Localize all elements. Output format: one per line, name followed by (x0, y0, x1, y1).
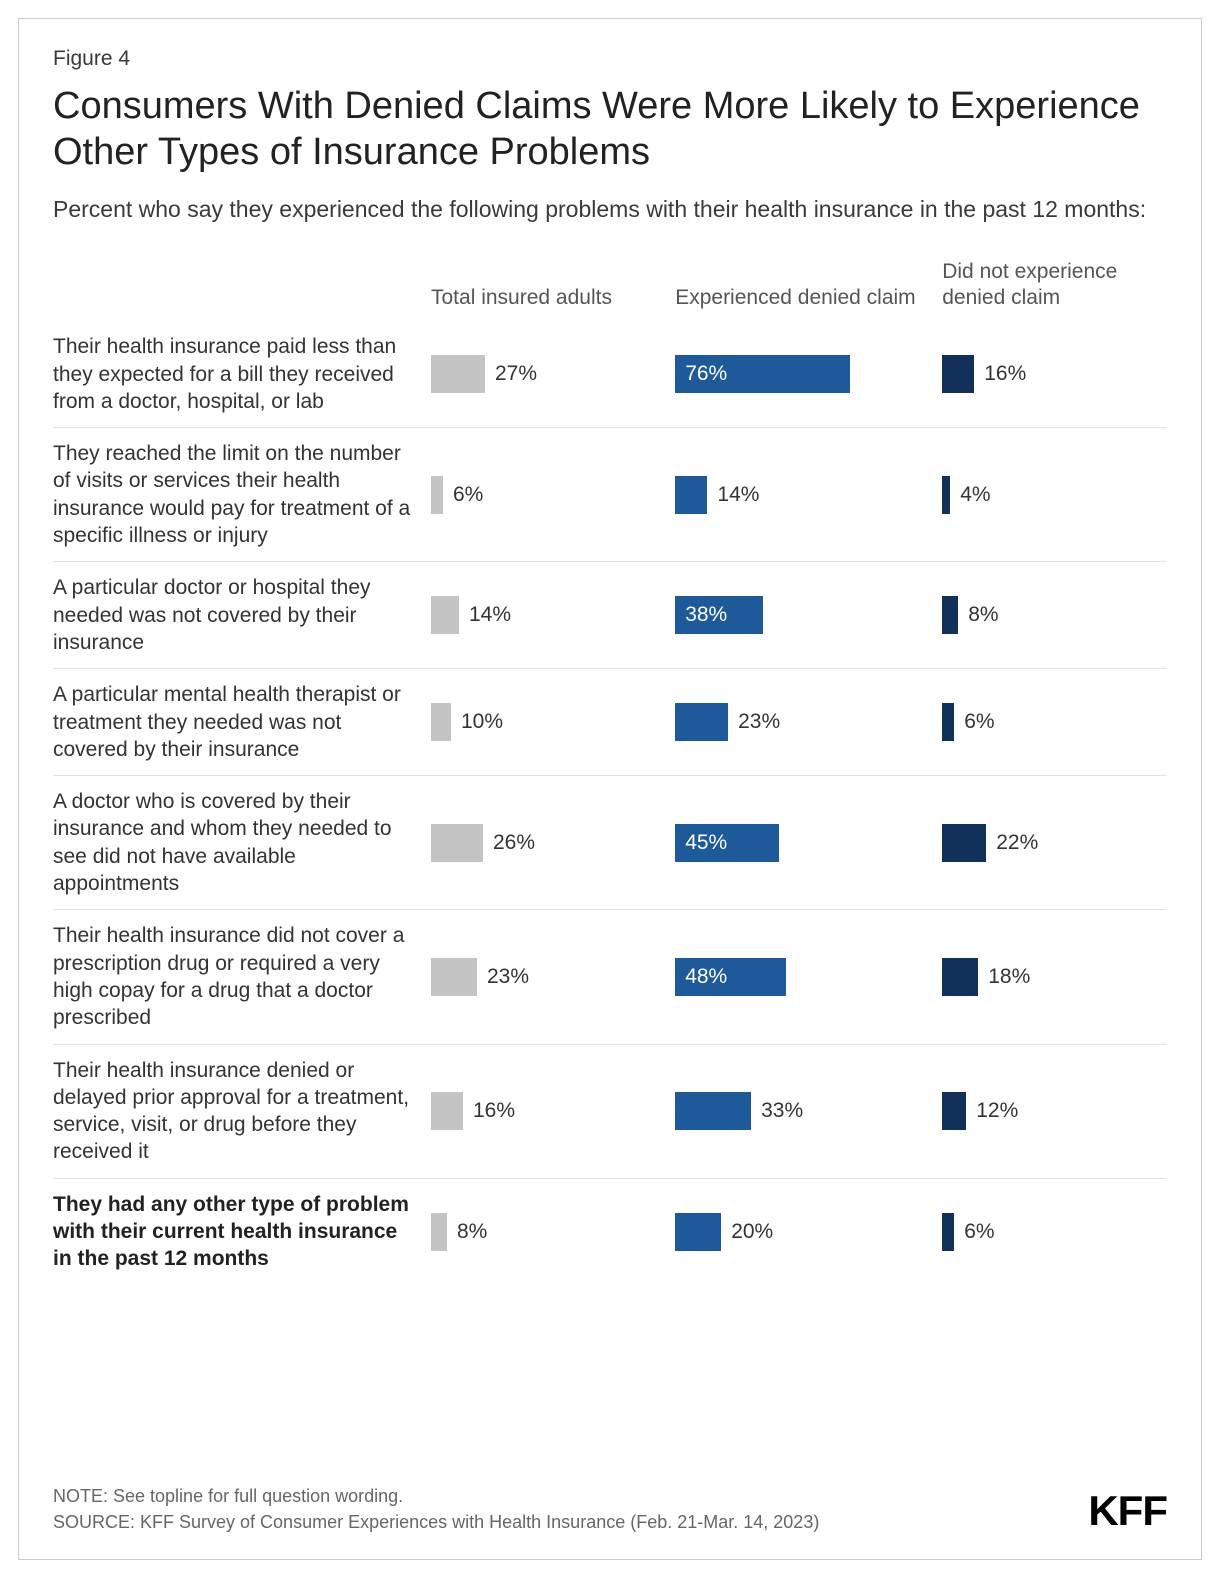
bar-value-label: 6% (453, 483, 483, 507)
bar (942, 824, 986, 862)
chart-row: They reached the limit on the number of … (53, 427, 1167, 561)
bar-cell: 8% (934, 596, 1167, 634)
bar-cell: 45% (667, 824, 934, 862)
row-label: A particular doctor or hospital they nee… (53, 574, 423, 656)
chart-row: Their health insurance did not cover a p… (53, 909, 1167, 1043)
kff-logo: KFF (1088, 1487, 1167, 1535)
row-label: A doctor who is covered by their insuran… (53, 788, 423, 897)
bar (675, 703, 728, 741)
chart-area: Total insured adults Experienced denied … (53, 259, 1167, 1465)
bar (942, 703, 954, 741)
bar (942, 355, 974, 393)
bar-value-label: 8% (457, 1220, 487, 1244)
bar (431, 596, 459, 634)
bar-cell: 23% (423, 958, 667, 996)
bar (431, 1092, 463, 1130)
bar-cell: 6% (934, 703, 1167, 741)
bar-cell: 22% (934, 824, 1167, 862)
bar (675, 1213, 721, 1251)
bar-value-label: 23% (738, 710, 780, 734)
bar-value-label: 4% (960, 483, 990, 507)
bar-cell: 12% (934, 1092, 1167, 1130)
bar-value-label: 48% (675, 965, 727, 989)
bar-cell: 6% (423, 476, 667, 514)
bar-value-label: 20% (731, 1220, 773, 1244)
bar-cell: 16% (934, 355, 1167, 393)
bar (942, 596, 958, 634)
row-label: Their health insurance did not cover a p… (53, 922, 423, 1031)
chart-footer: NOTE: See topline for full question word… (53, 1465, 1167, 1535)
bar-cell: 26% (423, 824, 667, 862)
row-label: They reached the limit on the number of … (53, 440, 423, 549)
bar-value-label: 18% (988, 965, 1030, 989)
bar-cell: 18% (934, 958, 1167, 996)
chart-row: Their health insurance paid less than th… (53, 321, 1167, 427)
footer-source: SOURCE: KFF Survey of Consumer Experienc… (53, 1509, 819, 1535)
bar-value-label: 16% (473, 1099, 515, 1123)
row-label: Their health insurance denied or delayed… (53, 1057, 423, 1166)
footer-note: NOTE: See topline for full question word… (53, 1483, 819, 1509)
bar-cell: 14% (667, 476, 934, 514)
footer-text: NOTE: See topline for full question word… (53, 1483, 819, 1535)
column-header-notdenied: Did not experience denied claim (942, 259, 1159, 312)
chart-row: They had any other type of problem with … (53, 1178, 1167, 1285)
bar (431, 355, 485, 393)
bar-value-label: 45% (675, 831, 727, 855)
column-header-denied: Experienced denied claim (675, 285, 926, 311)
bar (431, 703, 451, 741)
row-label: They had any other type of problem with … (53, 1191, 423, 1273)
figure-container: Figure 4 Consumers With Denied Claims We… (18, 18, 1202, 1560)
bar-value-label: 27% (495, 362, 537, 386)
bar-value-label: 38% (675, 603, 727, 627)
bar (942, 1213, 954, 1251)
chart-row: A particular mental health therapist or … (53, 668, 1167, 775)
bar-value-label: 8% (968, 603, 998, 627)
chart-title: Consumers With Denied Claims Were More L… (53, 83, 1167, 176)
bar-cell: 14% (423, 596, 667, 634)
bar-cell: 10% (423, 703, 667, 741)
bar-cell: 23% (667, 703, 934, 741)
figure-number: Figure 4 (53, 47, 1167, 71)
bar-cell: 27% (423, 355, 667, 393)
column-header-total: Total insured adults (431, 285, 659, 311)
bar-value-label: 14% (717, 483, 759, 507)
bar (675, 476, 707, 514)
bar (942, 958, 978, 996)
bar-cell: 48% (667, 958, 934, 996)
bar-cell: 20% (667, 1213, 934, 1251)
bar-value-label: 14% (469, 603, 511, 627)
bar (675, 1092, 751, 1130)
bar (942, 476, 950, 514)
bar-cell: 76% (667, 355, 934, 393)
bar-value-label: 26% (493, 831, 535, 855)
chart-row: A particular doctor or hospital they nee… (53, 561, 1167, 668)
bar-cell: 33% (667, 1092, 934, 1130)
row-label: Their health insurance paid less than th… (53, 333, 423, 415)
bar-value-label: 33% (761, 1099, 803, 1123)
bar-value-label: 76% (675, 362, 727, 386)
bar-value-label: 12% (976, 1099, 1018, 1123)
bar-cell: 38% (667, 596, 934, 634)
bar-cell: 8% (423, 1213, 667, 1251)
bar (942, 1092, 966, 1130)
chart-rows: Their health insurance paid less than th… (53, 321, 1167, 1284)
bar (431, 476, 443, 514)
bar-value-label: 6% (964, 710, 994, 734)
chart-row: A doctor who is covered by their insuran… (53, 775, 1167, 909)
chart-subtitle: Percent who say they experienced the fol… (53, 194, 1167, 225)
bar-cell: 16% (423, 1092, 667, 1130)
column-header-row: Total insured adults Experienced denied … (53, 259, 1167, 322)
bar-value-label: 10% (461, 710, 503, 734)
bar (431, 1213, 447, 1251)
bar (431, 958, 477, 996)
chart-row: Their health insurance denied or delayed… (53, 1044, 1167, 1178)
bar-value-label: 6% (964, 1220, 994, 1244)
bar (431, 824, 483, 862)
bar-value-label: 16% (984, 362, 1026, 386)
row-label: A particular mental health therapist or … (53, 681, 423, 763)
bar-value-label: 23% (487, 965, 529, 989)
bar-cell: 4% (934, 476, 1167, 514)
bar-value-label: 22% (996, 831, 1038, 855)
bar-cell: 6% (934, 1213, 1167, 1251)
